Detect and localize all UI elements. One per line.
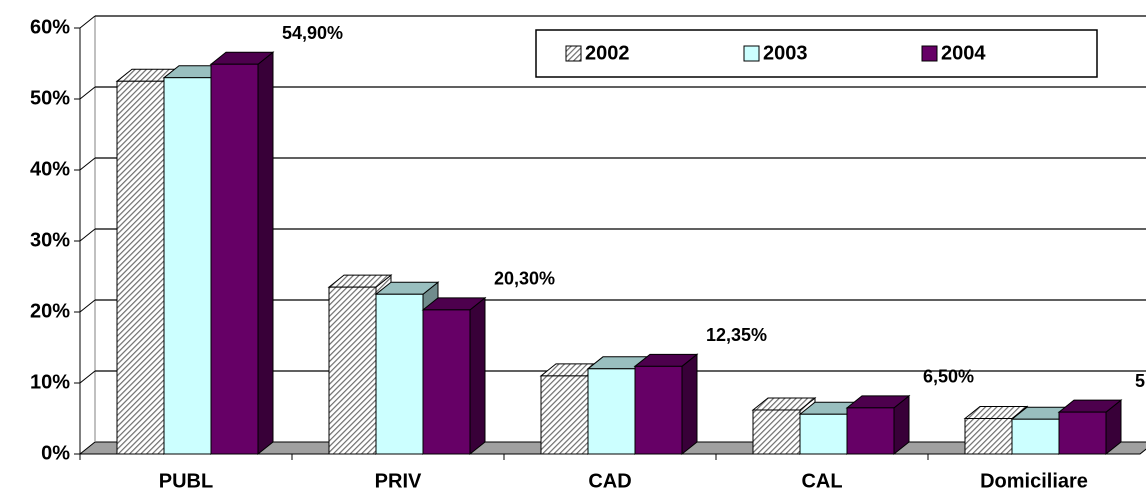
legend-label: 2002 [585, 42, 630, 64]
bar-front [116, 80, 165, 455]
grid-line-side [79, 15, 96, 29]
grid-line-side [79, 299, 96, 313]
x-tick-label: PUBL [159, 470, 213, 492]
bar-side [257, 51, 274, 456]
grid-line-side [79, 228, 96, 242]
value-label: 12,35% [706, 325, 767, 345]
bar-front [634, 365, 683, 455]
legend-swatch [921, 45, 938, 62]
bar [845, 394, 911, 456]
bar-front [587, 368, 636, 455]
y-tick-label: 30% [30, 229, 70, 251]
bar [421, 296, 487, 456]
grid-line-side [79, 86, 96, 100]
legend-swatch [743, 45, 760, 62]
bar-front [328, 286, 377, 455]
x-tick-label: CAD [588, 470, 631, 492]
grid-line-side [79, 370, 96, 384]
y-tick-label: 20% [30, 300, 70, 322]
bar-front [846, 407, 895, 455]
y-tick-label: 40% [30, 158, 70, 180]
grid-line-side [79, 157, 96, 171]
bar [209, 51, 275, 456]
bar-front [752, 409, 801, 455]
y-tick-label: 60% [30, 16, 70, 38]
bar-front [964, 418, 1013, 455]
legend-label: 2003 [763, 42, 808, 64]
bar-front [1058, 411, 1107, 455]
legend-box [535, 29, 1098, 78]
bar-front [540, 375, 589, 455]
bar-front [799, 413, 848, 455]
value-label: 20,30% [494, 269, 555, 289]
legend: 2002 2003 2004 [535, 29, 1098, 78]
x-tick-label: Domiciliare [980, 470, 1088, 492]
y-tick-label: 0% [41, 442, 70, 464]
bar-side [469, 296, 486, 456]
legend-label: 2004 [941, 42, 986, 64]
y-tick-label: 50% [30, 87, 70, 109]
value-label: 54,90% [282, 23, 343, 43]
bar-front [375, 293, 424, 455]
bar [633, 353, 699, 456]
bar-front [1011, 418, 1060, 455]
x-tick-label: PRIV [375, 470, 422, 492]
bar-side [681, 353, 698, 456]
bar-front [422, 309, 471, 455]
bar-front [163, 77, 212, 455]
x-tick-label: CAL [801, 470, 842, 492]
legend-swatch [565, 45, 582, 62]
value-label: 5,90% [1135, 371, 1146, 391]
bar-front [210, 63, 259, 455]
value-label: 6,50% [923, 367, 974, 387]
bar [1057, 399, 1123, 456]
y-tick-label: 10% [30, 371, 70, 393]
